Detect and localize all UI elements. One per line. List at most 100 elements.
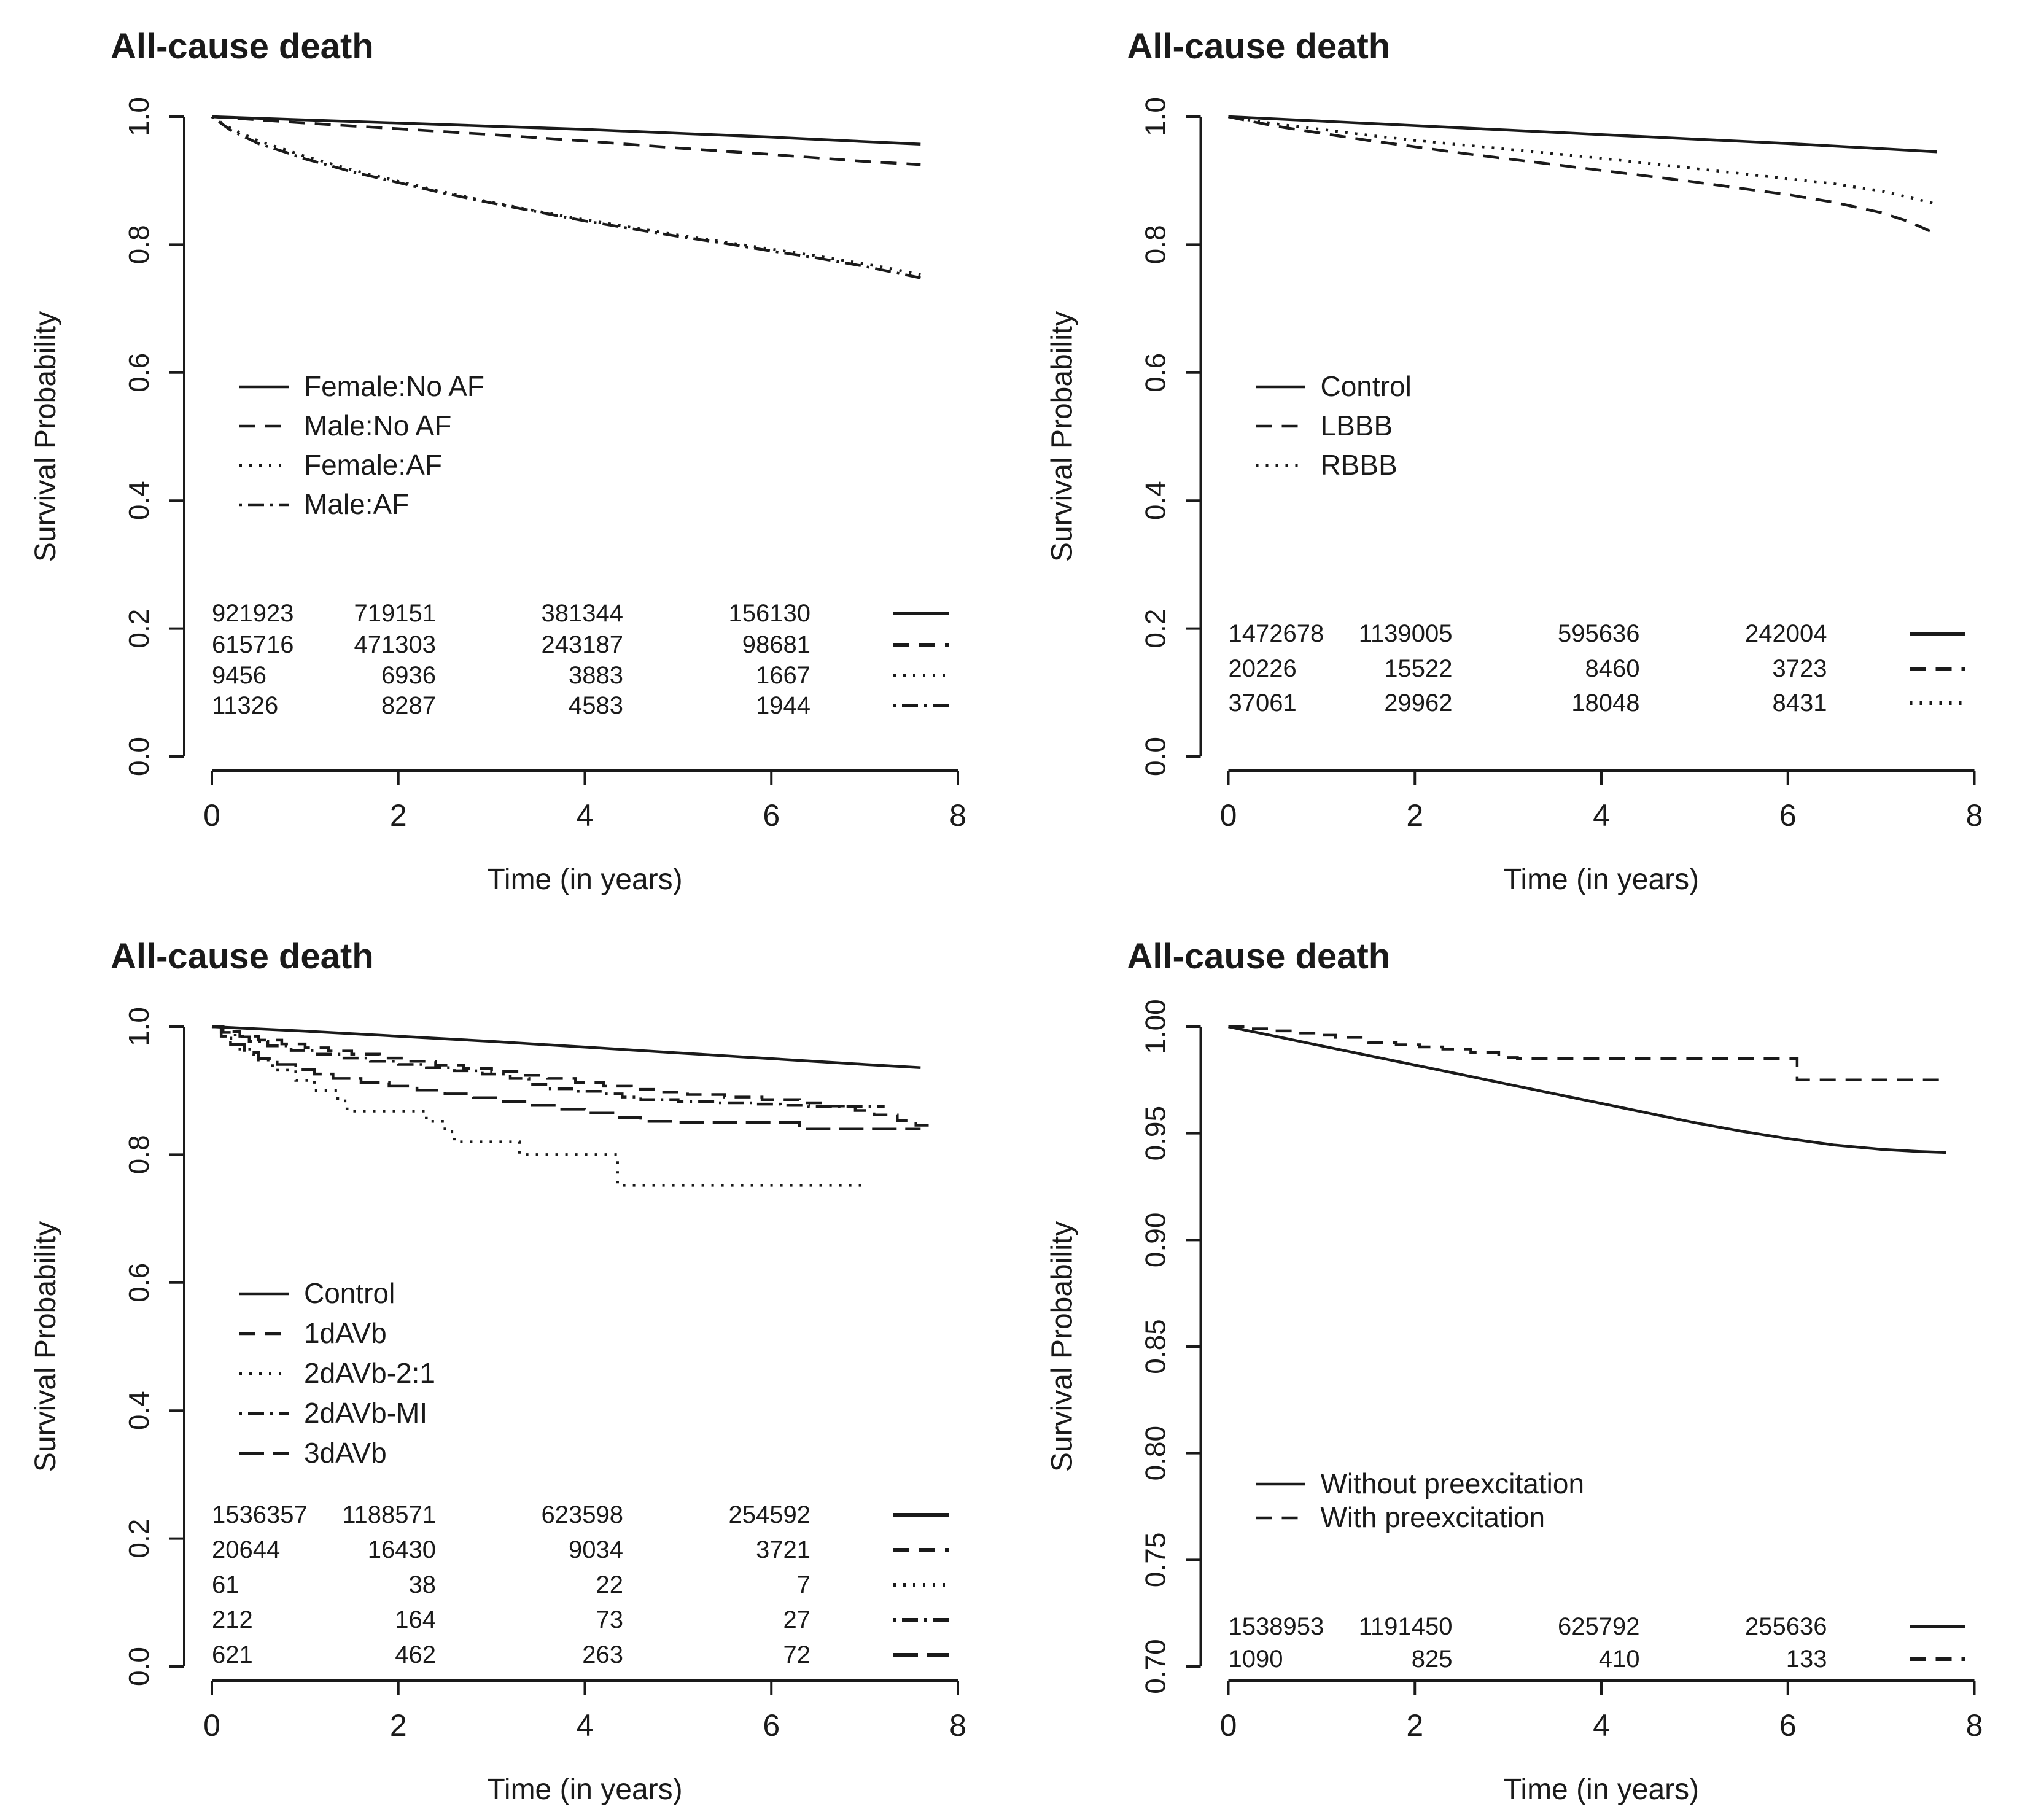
y-tick-label: 1.0 [123, 1007, 155, 1046]
legend-label-male-no-af: Male:No AF [304, 410, 451, 441]
risk-table: 1536357 1188571 623598 254592 20644 16430 9034… [212, 1501, 949, 1668]
x-tick-label: 8 [1966, 1708, 1983, 1743]
x-axis [211, 1679, 959, 1695]
survival-plot-sex-af: All-cause death 1.0 0.8 0.6 0.4 0.2 0.0 0 2 4 6 8 Ti… [29, 26, 966, 896]
panel-bottom-right: All-cause death 1.00 0.95 0.90 0.85 0.80 0.75 0… [1016, 910, 2033, 1820]
risk-count: 254592 [729, 1501, 810, 1528]
y-tick-label: 1.0 [1140, 97, 1172, 136]
curve-3davb [212, 1025, 921, 1130]
legend-label-without-preexcitation: Without preexcitation [1321, 1468, 1585, 1499]
risk-count: 462 [395, 1641, 436, 1668]
curve-with-preexcitation [1228, 1025, 1946, 1082]
risk-count: 1944 [756, 692, 810, 719]
risk-count: 623598 [542, 1501, 623, 1528]
curve-female-no-af [211, 115, 921, 146]
y-axis [1186, 115, 1202, 758]
risk-count: 16430 [368, 1536, 436, 1563]
x-tick-label: 2 [1406, 798, 1423, 833]
risk-count: 615716 [212, 631, 293, 658]
x-tick-label: 6 [763, 798, 780, 833]
risk-count: 1188571 [342, 1501, 436, 1528]
y-tick-label: 0.0 [1140, 737, 1172, 776]
risk-count: 133 [1786, 1646, 1827, 1673]
risk-count: 6936 [381, 662, 436, 689]
y-tick-label: 0.2 [123, 1519, 155, 1558]
risk-count: 242004 [1745, 620, 1827, 647]
risk-count: 625792 [1558, 1613, 1639, 1640]
risk-count: 1139005 [1359, 620, 1453, 647]
legend-label-female-no-af: Female:No AF [304, 370, 484, 402]
x-axis [1227, 1679, 1976, 1695]
legend-label-male-af: Male:AF [304, 488, 409, 520]
legend-label-control: Control [304, 1277, 395, 1309]
y-tick-label: 0.80 [1140, 1426, 1172, 1481]
risk-count: 8460 [1585, 655, 1640, 682]
risk-count: 27 [783, 1606, 811, 1633]
risk-count: 18048 [1571, 690, 1639, 717]
x-tick-label: 6 [1779, 1708, 1797, 1743]
x-tick-label: 4 [577, 798, 594, 833]
x-axis [1227, 769, 1976, 785]
curve-control [211, 1025, 921, 1069]
panel-bottom-left: All-cause death 1.0 0.8 0.6 0.4 0.2 0.0 0 2 4 6 8 Ti… [0, 910, 1016, 1820]
x-tick-label: 8 [949, 1708, 966, 1743]
y-tick-label: 0.6 [1140, 353, 1172, 392]
y-tick-label: 1.00 [1140, 999, 1172, 1054]
risk-count: 825 [1412, 1646, 1453, 1673]
risk-count: 212 [212, 1606, 253, 1633]
risk-table: 921923 719151 381344 156130 615716 471303 2431… [212, 600, 949, 719]
x-tick-label: 0 [1220, 798, 1237, 833]
risk-count: 1090 [1229, 1646, 1283, 1673]
y-tick-label: 0.2 [123, 609, 155, 648]
x-axis-label: Time (in years) [1504, 863, 1699, 896]
y-tick-label: 0.2 [1140, 609, 1172, 648]
y-tick-label: 1.0 [123, 97, 155, 136]
risk-count: 621 [212, 1641, 253, 1668]
legend-label-female-af: Female:AF [304, 449, 442, 481]
x-tick-label: 4 [1593, 798, 1610, 833]
risk-count: 4583 [569, 692, 623, 719]
y-axis-label: Survival Probability [1046, 1221, 1079, 1472]
x-tick-label: 8 [1966, 798, 1983, 833]
x-axis-label: Time (in years) [487, 863, 682, 896]
risk-count: 9034 [569, 1536, 623, 1563]
curve-1davb [212, 1025, 931, 1127]
x-tick-label: 0 [1220, 1708, 1237, 1743]
legend: Female:No AF Male:No AF Female:AF Male:AF [239, 370, 484, 520]
plot-title: All-cause death [1127, 26, 1391, 66]
plot-title: All-cause death [111, 26, 374, 66]
legend-label-2davb-2-1: 2dAVb-2:1 [304, 1357, 435, 1389]
risk-count: 61 [212, 1571, 239, 1598]
y-axis [169, 115, 185, 758]
y-tick-label: 0.0 [123, 1647, 155, 1686]
risk-count: 73 [596, 1606, 624, 1633]
risk-count: 1191450 [1359, 1613, 1453, 1640]
legend: Control 1dAVb 2dAVb-2:1 2dAVb-MI 3dAVb [239, 1277, 435, 1469]
risk-count: 719151 [354, 600, 436, 627]
y-tick-label: 0.8 [1140, 225, 1172, 264]
y-tick-label: 0.6 [123, 353, 155, 392]
panel-top-right: All-cause death 1.0 0.8 0.6 0.4 0.2 0.0 0 2 4 6 8 Ti… [1016, 0, 2033, 910]
x-tick-label: 0 [203, 1708, 220, 1743]
y-tick-label: 0.0 [123, 737, 155, 776]
legend-label-with-preexcitation: With preexcitation [1321, 1501, 1545, 1533]
survival-plot-av-block: All-cause death 1.0 0.8 0.6 0.4 0.2 0.0 0 2 4 6 8 Ti… [29, 936, 966, 1806]
x-tick-label: 4 [1593, 1708, 1610, 1743]
legend-label-rbbb: RBBB [1321, 449, 1397, 481]
legend: Control LBBB RBBB [1256, 370, 1412, 481]
risk-count: 7 [797, 1571, 810, 1598]
y-tick-label: 0.90 [1140, 1213, 1172, 1268]
legend-label-2davb-mi: 2dAVb-MI [304, 1397, 427, 1429]
y-tick-label: 0.85 [1140, 1319, 1172, 1374]
risk-count: 8287 [381, 692, 436, 719]
risk-count: 1472678 [1229, 620, 1324, 647]
curve-male-af [211, 115, 921, 279]
risk-count: 263 [582, 1641, 623, 1668]
risk-count: 921923 [212, 600, 293, 627]
y-tick-label: 0.4 [123, 481, 155, 520]
risk-table: 1472678 1139005 595636 242004 20226 15522 8460… [1229, 620, 1965, 717]
risk-count: 410 [1599, 1646, 1640, 1673]
x-axis-label: Time (in years) [487, 1773, 682, 1806]
